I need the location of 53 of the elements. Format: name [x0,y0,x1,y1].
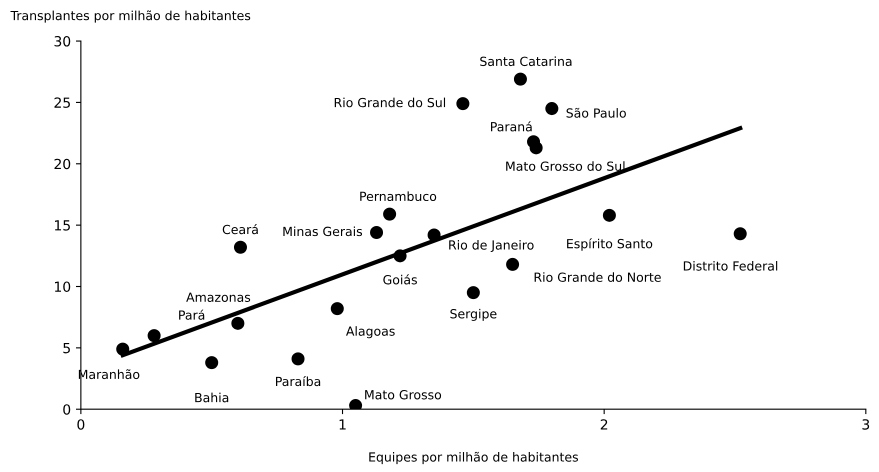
y-tick-label: 15 [55,220,70,231]
y-tick-label: 0 [63,404,70,415]
point [234,240,247,254]
annotation: São Paulo [566,108,626,118]
point [545,102,558,116]
x-tick-label: 2 [600,419,608,430]
annotation: Espírito Santo [567,238,652,251]
point [602,208,616,222]
point [734,227,747,240]
annotation: Bahia [195,392,228,402]
point [394,249,407,262]
y-tick-label: 20 [54,158,70,170]
annotation: Distrito Federal [684,261,778,271]
annotation: Ceará [222,224,258,234]
annotation: Santa Catarina [480,56,572,66]
y-tick-label: 10 [55,281,70,292]
annotation: Minas Gerais [283,226,362,236]
point [506,258,520,271]
point [148,329,161,342]
x-tick-label: 3 [862,419,870,430]
annotation: Rio de Janeiro [449,240,534,252]
point [116,342,130,356]
annotation: Paraíba [276,376,320,386]
y-tick-label: 25 [54,97,70,108]
annotation: Alagoas [346,326,395,338]
y-tick-label: 30 [54,36,70,47]
annotation: Paraná [491,121,532,132]
point [205,356,218,370]
annotation: Mato Grosso do Sul [506,161,624,171]
point [292,352,305,366]
point [456,97,470,110]
annotation: Pará [179,310,204,320]
point [530,141,543,154]
x-tick-label: 0 [77,419,84,430]
point [231,316,244,330]
x-tick-label: 1 [340,419,346,430]
point [383,208,396,221]
annotation: Pernambuco [360,191,436,202]
annotation: Rio Grande do Sul [334,98,446,108]
annotation: Mato Grosso [365,390,442,400]
point [349,399,362,410]
point [428,228,441,242]
x-axis-title: Equipes por milhão de habitantes [369,452,578,464]
point [466,286,480,300]
annotation: Rio Grande do Norte [534,272,661,282]
annotation: Goiás [383,274,417,284]
annotation: Sergipe [450,308,496,321]
point [514,72,527,86]
point [330,302,344,316]
point [370,226,384,240]
annotation: Amazonas [186,292,250,302]
y-axis-title: Transplantes por milhão de habitantes [10,10,250,23]
y-tick-label: 5 [63,343,70,354]
